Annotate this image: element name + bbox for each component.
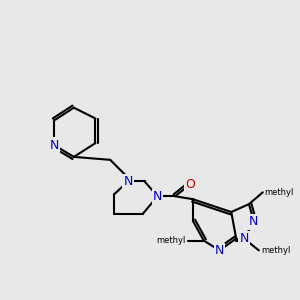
Text: methyl: methyl <box>261 246 290 255</box>
Text: N: N <box>249 215 259 228</box>
Text: N: N <box>215 244 224 257</box>
Text: N: N <box>239 232 249 245</box>
Text: O: O <box>185 178 195 191</box>
Text: N: N <box>50 139 59 152</box>
Text: methyl: methyl <box>157 236 186 245</box>
Text: N: N <box>123 175 133 188</box>
Text: methyl: methyl <box>265 188 294 197</box>
Text: N: N <box>153 190 162 203</box>
